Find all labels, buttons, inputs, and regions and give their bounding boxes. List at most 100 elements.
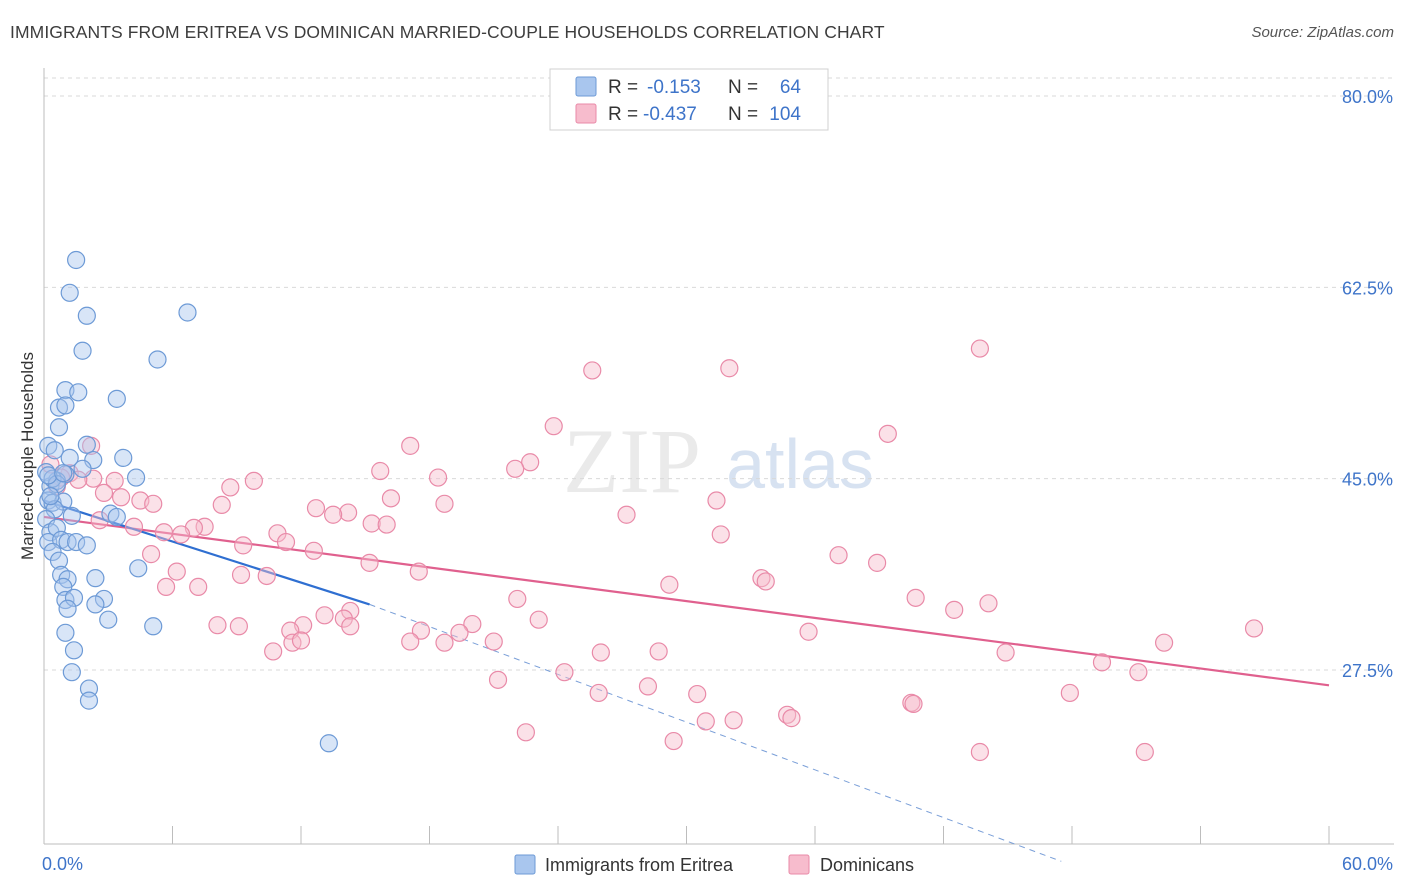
dominicans-point	[1092, 653, 1112, 672]
dominicans-point	[1135, 742, 1154, 762]
dominicans-point	[450, 623, 469, 642]
dominicans-point	[996, 643, 1015, 662]
trend-lines	[43, 499, 1330, 862]
dominicans-point	[756, 572, 775, 591]
dominicans-point	[555, 663, 574, 682]
stats-legend-swatch-eritrea	[575, 76, 597, 97]
stats-legend-r-label-eritrea: R =	[608, 77, 638, 98]
dominicans-point	[154, 523, 174, 542]
dominicans-point	[341, 617, 360, 636]
eritrea-point	[126, 468, 146, 487]
eritrea-point	[39, 466, 58, 485]
stats-legend-r-label-dominicans: R =	[608, 104, 638, 125]
dominicans-point	[315, 606, 334, 625]
dominicans-point	[979, 594, 998, 613]
eritrea-point	[45, 441, 64, 460]
eritrea-point	[56, 623, 75, 642]
dominicans-point	[257, 566, 276, 586]
eritrea-point	[54, 464, 73, 483]
dominicans-point	[724, 711, 743, 730]
dominicans-point	[435, 494, 454, 513]
stats-legend-n-value-eritrea: 64	[780, 77, 802, 98]
dominicans-point	[829, 546, 848, 565]
dominicans-point	[105, 471, 124, 490]
eritrea-point	[60, 283, 79, 302]
eritrea-point	[86, 569, 105, 588]
dominicans-point	[970, 742, 990, 762]
eritrea-point	[99, 610, 118, 629]
eritrea-point	[41, 487, 60, 506]
dominicans-point	[381, 489, 401, 508]
eritrea-point	[47, 518, 66, 537]
dominicans-point	[360, 553, 379, 572]
dominicans-point	[124, 517, 144, 536]
dominicans-point	[276, 532, 296, 552]
series-legend-swatch-dominicans[interactable]	[788, 854, 810, 875]
series-legend: Immigrants from Eritrea Dominicans	[514, 854, 914, 875]
dominicans-point	[362, 514, 381, 533]
dominicans-point	[521, 453, 540, 472]
dominicans-point	[401, 632, 420, 651]
series-legend-label-eritrea[interactable]: Immigrants from Eritrea	[545, 855, 734, 875]
eritrea-point	[67, 532, 86, 552]
dominicans-point	[782, 709, 801, 728]
y-tick-label: 45.0%	[1342, 470, 1393, 490]
dominicans-point	[171, 525, 191, 544]
dominicans-point	[411, 621, 431, 640]
eritrea-point	[79, 691, 99, 710]
dominicans-point	[508, 589, 527, 609]
y-tick-label: 62.5%	[1342, 278, 1393, 298]
eritrea-point	[69, 383, 88, 402]
stats-legend: R = -0.153 N = 64 R = -0.437 N = 104	[549, 68, 829, 131]
dominicans-point	[144, 494, 163, 513]
eritrea-point	[107, 507, 126, 527]
dominicans-point	[229, 617, 248, 636]
eritrea-points	[37, 250, 338, 753]
watermark-zip: ZIP	[563, 410, 701, 512]
dominicans-point	[428, 468, 448, 487]
dominicans-point	[212, 495, 231, 515]
dominicans-point	[799, 622, 818, 641]
eritrea-point	[77, 306, 96, 325]
dominicans-point	[688, 684, 707, 704]
dominicans-point	[208, 616, 227, 635]
dominicans-point	[970, 339, 990, 358]
dominicans-point	[649, 642, 668, 661]
dominicans-point	[90, 511, 109, 530]
stats-legend-r-value-eritrea: -0.153	[647, 77, 701, 98]
x-tick-label: 60.0%	[1342, 854, 1393, 874]
dominicans-point	[1244, 619, 1264, 638]
dominicans-point	[583, 361, 602, 380]
eritrea-point	[64, 588, 84, 607]
eritrea-point	[62, 663, 81, 682]
eritrea-point	[58, 599, 77, 618]
dominicans-point	[906, 588, 925, 607]
dominicans-point	[377, 515, 396, 534]
dominicans-points	[41, 339, 1264, 762]
stats-legend-r-value-dominicans: -0.437	[643, 104, 697, 125]
dominicans-point	[189, 577, 208, 597]
axes	[43, 68, 1394, 845]
y-tick-labels: 80.0% 62.5% 45.0% 27.5%	[1342, 87, 1393, 681]
stats-legend-n-label-dominicans: N =	[728, 104, 758, 125]
dominicans-point	[544, 417, 563, 436]
eritrea-point	[67, 250, 86, 270]
dominicans-point	[720, 359, 739, 378]
eritrea-point	[114, 448, 133, 467]
dominicans-point	[904, 694, 923, 713]
dominicans-point	[638, 677, 658, 696]
dominicans-point	[141, 545, 161, 564]
dominicans-point	[304, 541, 323, 560]
eritrea-point	[54, 577, 73, 597]
dominicans-point	[484, 632, 503, 651]
series-legend-label-dominicans[interactable]: Dominicans	[820, 855, 914, 875]
watermark: ZIP atlas	[563, 410, 874, 512]
dominicans-point	[1060, 683, 1079, 703]
dominicans-point	[591, 643, 610, 662]
eritrea-point	[56, 396, 75, 415]
series-legend-swatch-eritrea[interactable]	[514, 854, 536, 875]
dominicans-point	[488, 670, 508, 689]
x-tick-label: 0.0%	[42, 854, 83, 874]
watermark-atlas: atlas	[726, 425, 874, 503]
